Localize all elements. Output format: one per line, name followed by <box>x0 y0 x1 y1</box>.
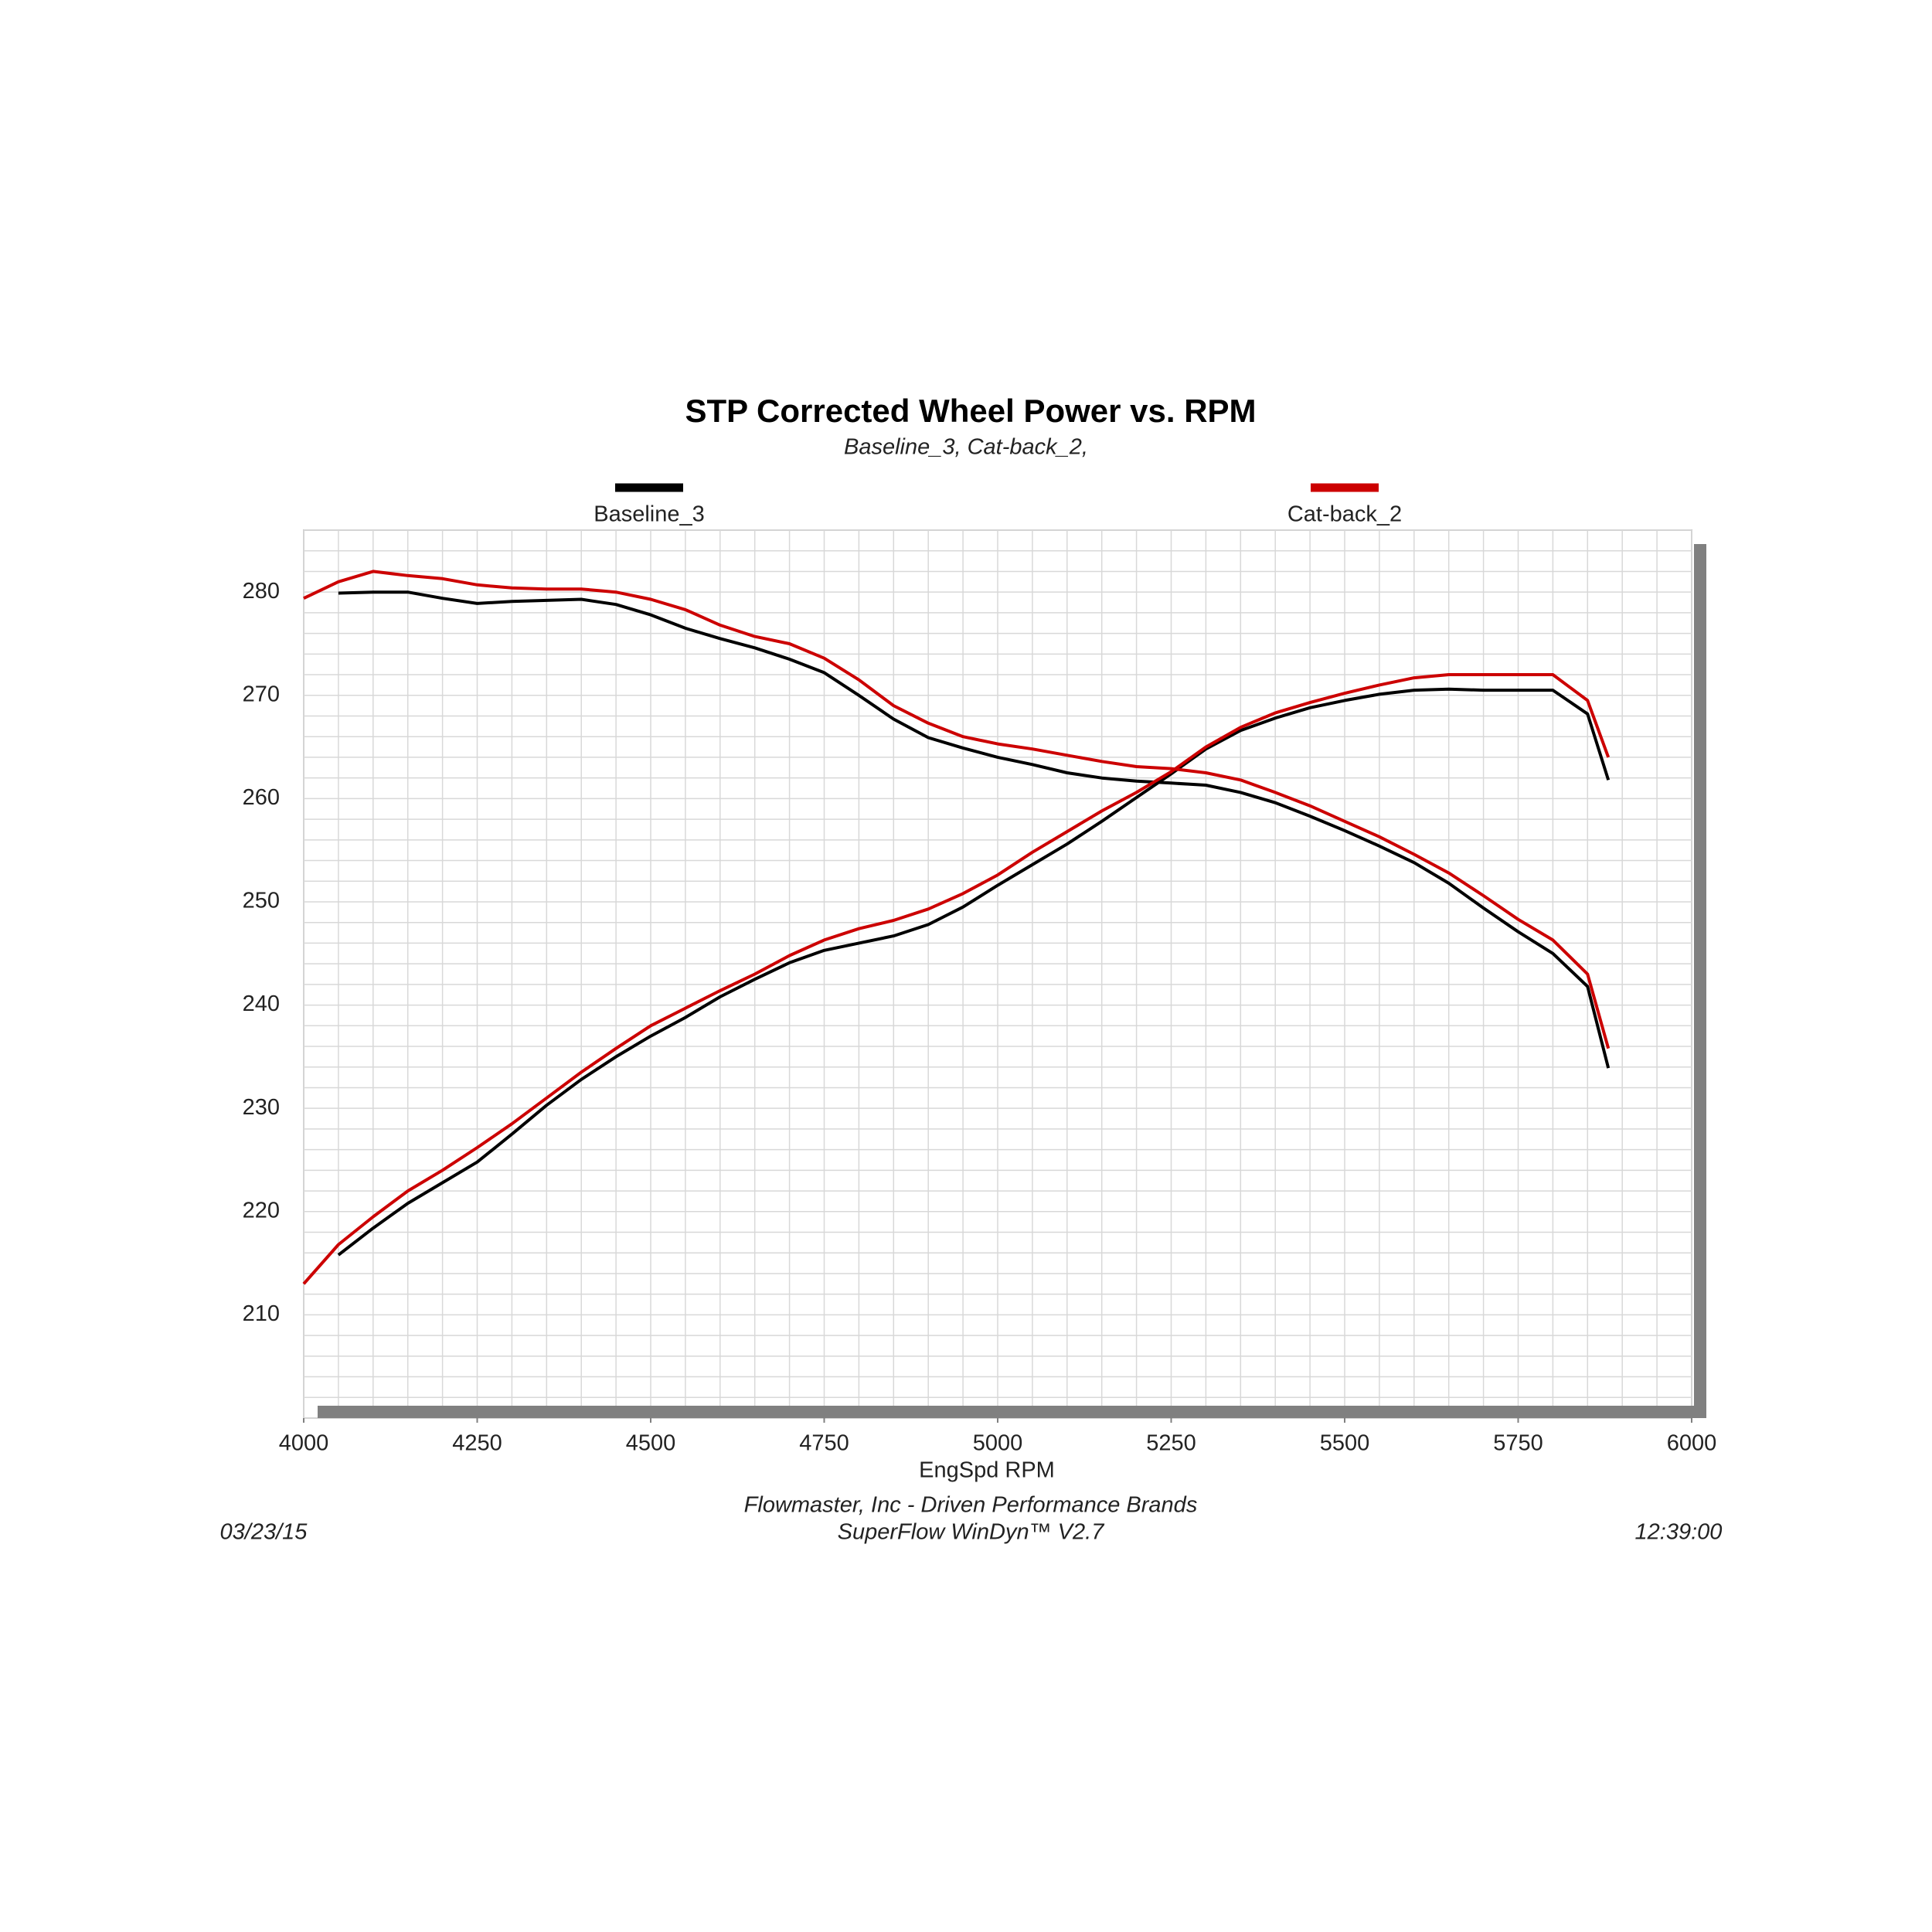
date-note: 03/23/15 <box>220 1520 308 1545</box>
series-line <box>337 687 1611 1257</box>
legend-label: Cat-back_2 <box>1287 502 1402 527</box>
y-tick-label: 250 <box>243 889 280 913</box>
x-tick-label: 4750 <box>799 1431 849 1456</box>
x-tick-label: 6000 <box>1667 1431 1717 1456</box>
x-tick-label: 5250 <box>1146 1431 1196 1456</box>
plot-shadow <box>318 1406 1706 1418</box>
x-tick-label: 5500 <box>1320 1431 1370 1456</box>
y-tick-label: 220 <box>243 1198 280 1223</box>
y-tick-label: 280 <box>243 579 280 604</box>
x-axis-label: EngSpd RPM <box>919 1458 1055 1483</box>
x-tick-label: 4000 <box>279 1431 329 1456</box>
software-note: SuperFlow WinDyn™ V2.7 <box>838 1520 1106 1545</box>
y-tick-label: 270 <box>243 682 280 706</box>
time-note: 12:39:00 <box>1635 1520 1723 1545</box>
series-line <box>303 570 1611 1049</box>
plot-shadow <box>1694 544 1706 1418</box>
series-line <box>302 673 1611 1285</box>
x-tick-label: 4500 <box>626 1431 676 1456</box>
y-tick-label: 210 <box>243 1301 280 1326</box>
chart-title: STP Corrected Wheel Power vs. RPM <box>685 393 1256 429</box>
y-tick-label: 240 <box>243 992 280 1016</box>
chart-subtitle: Baseline_3, Cat-back_2, <box>844 435 1088 460</box>
series-line <box>338 590 1611 1069</box>
source-note: Flowmaster, Inc - Driven Performance Bra… <box>744 1493 1198 1518</box>
x-tick-label: 5000 <box>973 1431 1023 1456</box>
y-tick-label: 230 <box>243 1095 280 1120</box>
x-tick-label: 5750 <box>1493 1431 1543 1456</box>
legend-label: Baseline_3 <box>594 502 705 527</box>
y-tick-label: 260 <box>243 785 280 810</box>
x-tick-label: 4250 <box>452 1431 502 1456</box>
